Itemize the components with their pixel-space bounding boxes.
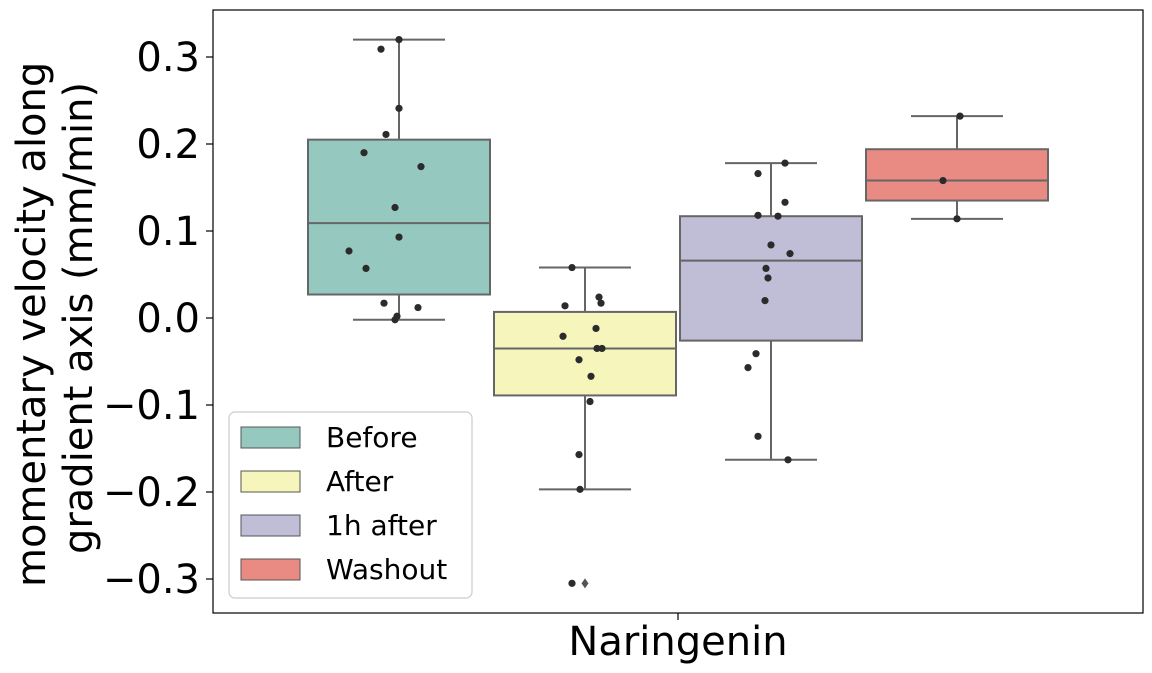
legend-swatch — [240, 558, 301, 581]
box-iqr — [307, 138, 491, 296]
data-point — [754, 432, 762, 440]
data-point — [362, 264, 370, 273]
data-point — [597, 299, 605, 307]
data-point — [575, 356, 583, 364]
data-point — [754, 169, 762, 178]
data-point — [592, 324, 600, 333]
data-point — [559, 332, 567, 340]
y-tick-label: 0.3 — [136, 35, 200, 81]
legend-label: Before — [326, 421, 418, 454]
data-point — [956, 112, 964, 120]
data-point — [744, 363, 752, 372]
y-tick-label: 0.0 — [136, 296, 200, 342]
x-axis: Naringenin — [568, 613, 788, 665]
legend-item-washout: Washout — [240, 553, 447, 586]
data-point — [595, 293, 603, 301]
data-point — [781, 159, 789, 167]
boxes-layer — [307, 38, 1049, 589]
data-point — [752, 350, 760, 358]
data-point — [598, 344, 606, 353]
data-point — [360, 149, 368, 157]
data-point — [382, 130, 390, 139]
legend-item-before: Before — [240, 421, 418, 454]
y-axis-label: momentary velocity along gradient axis (… — [9, 49, 102, 587]
legend-label: 1h after — [326, 509, 437, 542]
x-axis-label: Naringenin — [568, 619, 787, 665]
legend-label: Washout — [326, 553, 447, 586]
data-point — [774, 212, 782, 220]
y-axis-label-line-1: momentary velocity along — [9, 62, 55, 587]
data-point — [953, 215, 961, 223]
data-point — [593, 344, 601, 353]
data-point — [761, 297, 769, 305]
data-point — [939, 176, 947, 185]
data-point — [391, 316, 399, 324]
legend-swatch — [240, 514, 301, 537]
data-point — [762, 264, 770, 273]
legend-frame — [228, 411, 473, 599]
y-axis-label-line-2: gradient axis (mm/min) — [56, 82, 102, 554]
data-point — [380, 299, 388, 307]
data-point — [568, 263, 576, 272]
y-tick-label: 0.2 — [136, 122, 200, 168]
data-point — [781, 198, 789, 206]
legend-swatch — [240, 426, 301, 449]
legend-item-after: After — [240, 465, 394, 498]
box-iqr — [493, 310, 677, 397]
y-tick-label: −0.1 — [103, 383, 200, 429]
data-point — [764, 274, 772, 282]
legend-swatch — [240, 470, 301, 493]
data-point — [417, 163, 425, 171]
data-point — [784, 456, 792, 464]
box-iqr — [865, 148, 1049, 202]
box-before — [307, 38, 491, 321]
data-point — [575, 450, 583, 459]
data-point — [561, 302, 569, 310]
y-tick-label: −0.3 — [103, 557, 200, 603]
data-point — [395, 104, 403, 112]
data-point — [754, 211, 762, 219]
data-point — [767, 241, 775, 249]
data-point — [345, 247, 353, 255]
y-tick-label: −0.2 — [103, 470, 200, 516]
y-tick-label: 0.1 — [136, 209, 200, 255]
data-point — [377, 45, 385, 53]
data-point — [786, 250, 794, 258]
y-axis: 0.3 0.2 0.1 0.0 −0.1 −0.2 −0.3 — [103, 35, 213, 603]
data-point — [568, 579, 576, 587]
data-point — [587, 372, 595, 380]
data-point — [576, 485, 584, 493]
data-point — [395, 36, 403, 44]
data-point — [395, 233, 403, 241]
legend: Before After 1h after Washout — [228, 411, 473, 599]
outlier-marker — [581, 578, 589, 589]
data-point — [414, 303, 422, 312]
data-point — [586, 397, 594, 406]
legend-item-1h-after: 1h after — [240, 509, 437, 542]
box-after — [493, 266, 677, 589]
data-point — [391, 203, 399, 212]
box-washout — [865, 115, 1049, 220]
box-1h-after — [679, 162, 863, 461]
legend-label: After — [326, 465, 394, 498]
points-layer — [345, 36, 964, 587]
